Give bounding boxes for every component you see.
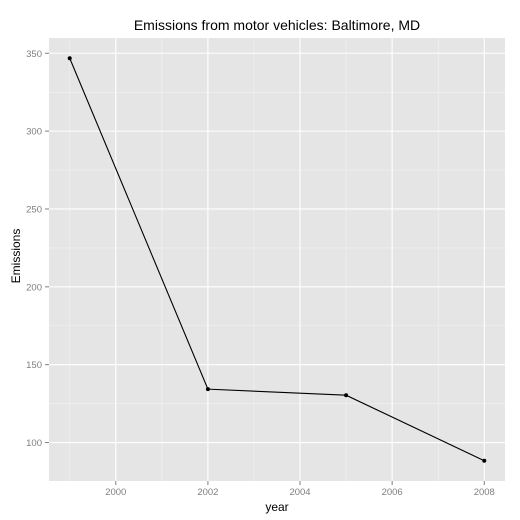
data-point (344, 393, 349, 398)
x-axis-ticks: 2000 2002 2004 2006 2008 (105, 481, 495, 498)
data-point (482, 458, 487, 463)
y-axis-title: Emissions (9, 229, 23, 284)
x-tick-label: 2008 (474, 487, 495, 498)
x-tick-label: 2002 (197, 487, 218, 498)
plot-panel (49, 38, 505, 481)
major-gridlines (49, 38, 505, 481)
y-tick-label: 200 (26, 282, 42, 293)
chart-title: Emissions from motor vehicles: Baltimore… (134, 17, 420, 33)
y-axis-ticks: 100 150 200 250 300 350 (26, 49, 49, 449)
minor-gridlines (49, 38, 505, 481)
x-axis-title: year (265, 500, 288, 514)
data-point (205, 387, 210, 392)
y-tick-label: 100 (26, 438, 42, 449)
y-tick-label: 300 (26, 127, 42, 138)
data-point (67, 56, 72, 61)
x-tick-label: 2000 (105, 487, 126, 498)
y-tick-label: 350 (26, 49, 42, 60)
series-line (69, 58, 485, 462)
data-series (67, 56, 487, 463)
x-tick-label: 2004 (289, 487, 310, 498)
y-tick-label: 250 (26, 204, 42, 215)
x-tick-label: 2006 (382, 487, 403, 498)
y-tick-label: 150 (26, 360, 42, 371)
